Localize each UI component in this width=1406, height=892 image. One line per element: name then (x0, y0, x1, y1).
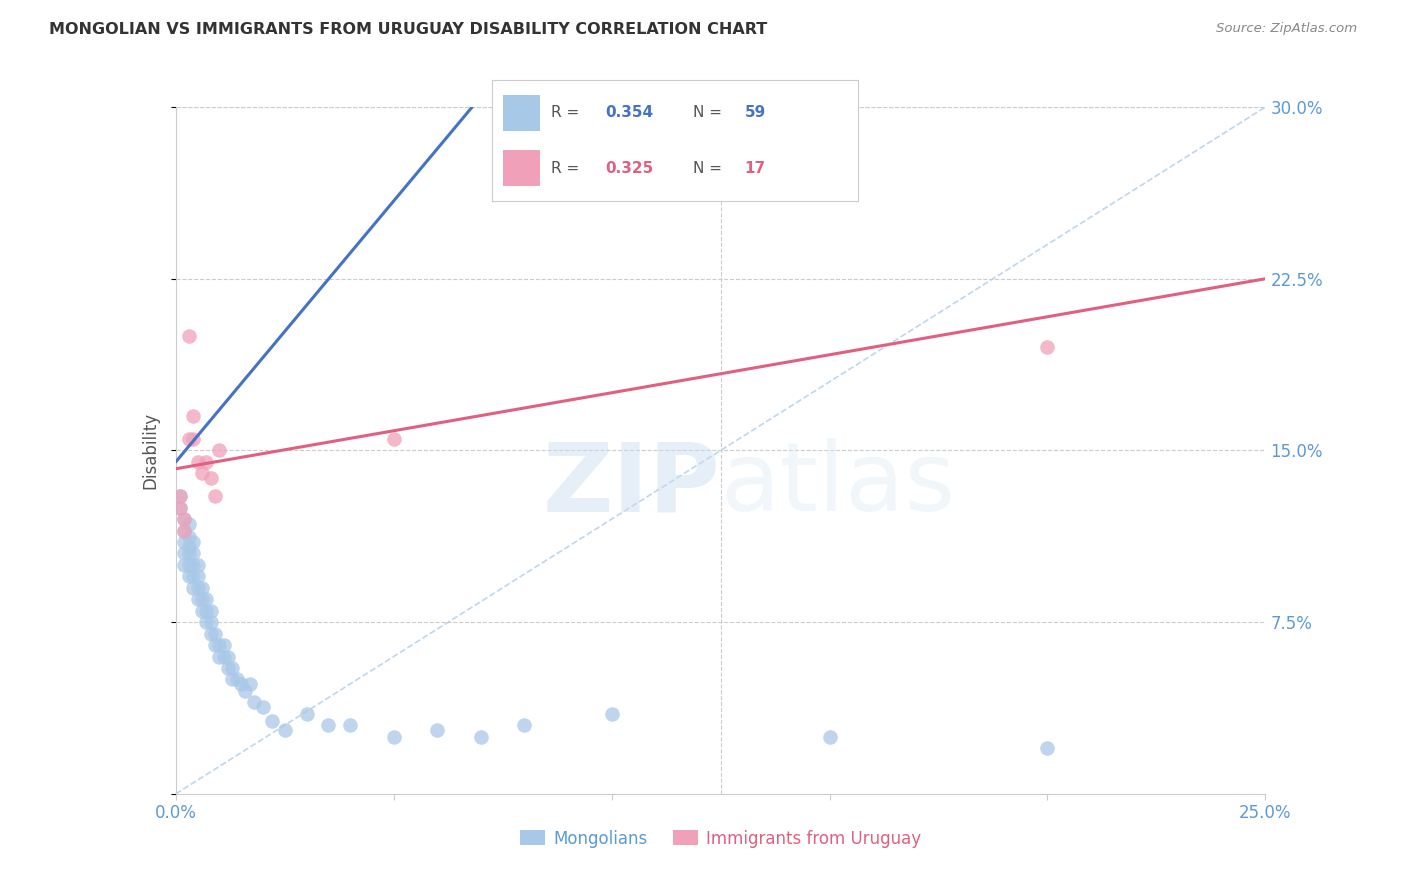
Legend: Mongolians, Immigrants from Uruguay: Mongolians, Immigrants from Uruguay (513, 823, 928, 855)
Point (186, 592, 209, 607)
Point (186, 581, 209, 595)
Point (177, 558, 200, 572)
Text: MONGOLIAN VS IMMIGRANTS FROM URUGUAY DISABILITY CORRELATION CHART: MONGOLIAN VS IMMIGRANTS FROM URUGUAY DIS… (49, 22, 768, 37)
Point (173, 512, 195, 526)
Point (235, 683, 257, 698)
Point (426, 723, 449, 737)
Point (818, 730, 841, 744)
Text: 17: 17 (744, 161, 765, 176)
Point (339, 718, 361, 732)
Point (173, 535, 195, 549)
FancyBboxPatch shape (503, 95, 540, 131)
Point (186, 455, 209, 469)
Point (217, 649, 239, 664)
Point (470, 730, 492, 744)
Point (382, 432, 405, 446)
Point (239, 677, 262, 691)
Point (204, 626, 226, 640)
Point (181, 569, 204, 583)
Point (231, 677, 253, 691)
Text: R =: R = (551, 161, 583, 176)
Point (221, 673, 243, 687)
Point (208, 443, 231, 458)
Point (204, 489, 226, 503)
Point (177, 329, 200, 343)
Point (295, 706, 318, 721)
Text: 0.325: 0.325 (606, 161, 654, 176)
Point (225, 673, 247, 687)
Point (318, 718, 340, 732)
Point (200, 604, 222, 618)
Point (181, 546, 204, 561)
Point (177, 531, 200, 545)
Text: R =: R = (551, 105, 583, 120)
Point (195, 615, 218, 630)
Point (274, 723, 297, 737)
Point (600, 706, 623, 721)
Point (243, 695, 266, 709)
Point (177, 546, 200, 561)
Point (191, 592, 214, 607)
Point (382, 730, 405, 744)
Text: 0.354: 0.354 (606, 105, 654, 120)
Point (169, 500, 191, 515)
Point (600, 169, 623, 183)
Point (181, 581, 204, 595)
Text: Source: ZipAtlas.com: Source: ZipAtlas.com (1216, 22, 1357, 36)
Point (181, 535, 204, 549)
Point (1036, 741, 1059, 756)
Point (208, 638, 231, 652)
FancyBboxPatch shape (503, 150, 540, 186)
Text: ZIP: ZIP (543, 438, 721, 532)
Point (177, 516, 200, 531)
Point (195, 604, 218, 618)
Text: N =: N = (693, 161, 727, 176)
Point (177, 432, 200, 446)
Point (204, 638, 226, 652)
Text: 59: 59 (744, 105, 766, 120)
Point (217, 661, 239, 675)
Point (177, 540, 200, 554)
Point (208, 649, 231, 664)
Point (195, 455, 218, 469)
Point (200, 626, 222, 640)
Point (177, 569, 200, 583)
Point (260, 714, 283, 728)
Point (186, 569, 209, 583)
Point (212, 649, 235, 664)
Point (200, 471, 222, 485)
Point (173, 524, 195, 538)
Point (173, 512, 195, 526)
Text: N =: N = (693, 105, 727, 120)
Point (252, 699, 274, 714)
Point (181, 409, 204, 424)
Point (173, 546, 195, 561)
Point (173, 558, 195, 572)
Point (169, 489, 191, 503)
Point (513, 718, 536, 732)
Point (181, 432, 204, 446)
Point (191, 467, 214, 481)
Point (173, 524, 195, 538)
Point (195, 592, 218, 607)
Text: atlas: atlas (721, 438, 956, 532)
Point (169, 500, 191, 515)
Point (191, 581, 214, 595)
Point (200, 615, 222, 630)
Point (221, 661, 243, 675)
Point (1036, 340, 1059, 354)
Point (212, 638, 235, 652)
Y-axis label: Disability: Disability (142, 412, 160, 489)
Point (169, 489, 191, 503)
Point (186, 558, 209, 572)
Point (181, 558, 204, 572)
Point (191, 604, 214, 618)
